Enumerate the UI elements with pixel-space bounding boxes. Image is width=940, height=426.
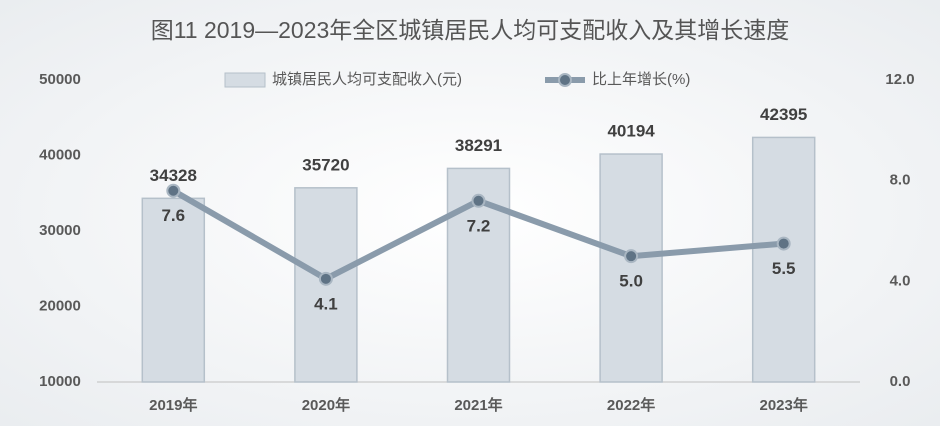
y-tick-label: 10000 [39,373,81,390]
line-marker [776,236,791,251]
line-marker [166,183,181,198]
x-tick-label: 2020年 [302,396,350,414]
y-tick-label: 20000 [39,297,81,314]
legend-marker [558,73,572,87]
chart-title: 图11 2019—2023年全区城镇居民人均可支配收入及其增长速度 [151,17,790,43]
bar [141,197,206,383]
y-tick-label: 40000 [39,146,81,163]
line-marker [624,249,639,264]
line-value-label: 7.2 [467,216,491,235]
bar [751,136,816,383]
bar-value-label: 42395 [760,105,807,124]
legend-swatch [224,72,266,88]
bar-value-label: 40194 [607,122,655,141]
x-tick-label: 2021年 [454,396,502,414]
line-value-label: 4.1 [314,294,338,313]
x-tick-label: 2019年 [149,396,197,414]
y2-tick-label: 8.0 [890,172,911,189]
bar [599,153,663,383]
legend-label: 比上年增长(%) [592,71,690,88]
y2-tick-label: 0.0 [890,373,911,390]
x-tick-label: 2022年 [607,396,655,414]
line-value-label: 5.5 [772,259,796,278]
line-value-label: 7.6 [161,206,185,225]
x-tick-label: 2023年 [760,396,808,414]
line-marker [318,271,333,286]
line-marker [471,193,486,208]
bar-value-label: 35720 [302,155,349,174]
bar-value-label: 34328 [150,166,197,185]
y2-tick-label: 4.0 [890,272,911,289]
y-tick-label: 30000 [39,222,81,239]
legend-label: 城镇居民人均可支配收入(元) [272,71,462,88]
line-value-label: 5.0 [619,272,643,291]
y-tick-label: 50000 [39,71,81,88]
y2-tick-label: 12.0 [885,71,914,88]
bar-value-label: 38291 [455,136,502,155]
